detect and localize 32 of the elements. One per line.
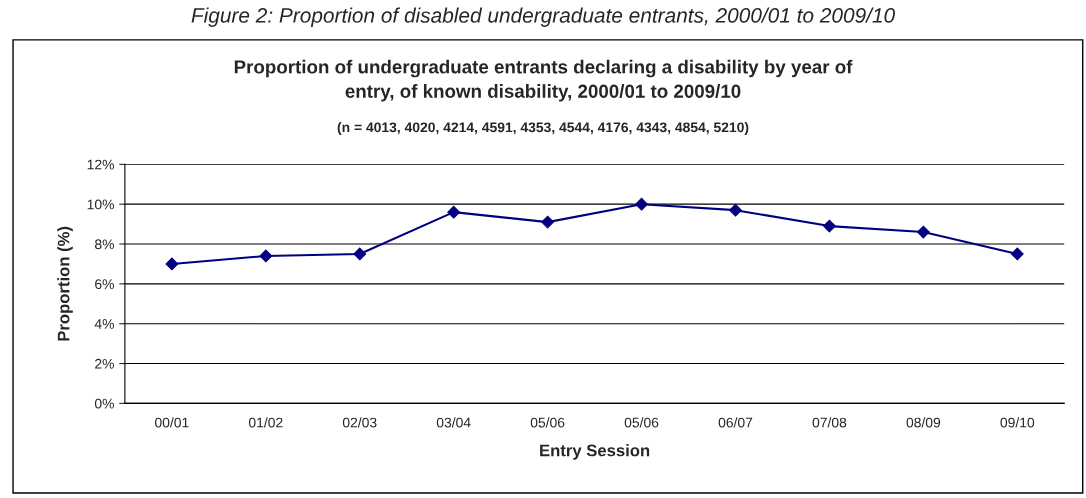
- point: [259, 249, 273, 263]
- point: [635, 197, 648, 211]
- x-tick-label: 08/09: [906, 417, 941, 428]
- point: [165, 257, 179, 271]
- point: [541, 215, 555, 229]
- y-tick-label: 10%: [87, 199, 114, 210]
- x-tick-label: 00/01: [155, 417, 189, 428]
- caption: Figure 2: Proportion of disabled undergraduate entrants, 2000/01 to 2009/10: [191, 7, 895, 27]
- y-axis-title: Proportion (%): [57, 226, 73, 341]
- point: [1010, 247, 1024, 261]
- x-tick-label: 03/04: [436, 417, 471, 428]
- point: [916, 225, 930, 239]
- x-tick-label: 05/06: [624, 417, 659, 428]
- x-axis-title: Entry Session: [540, 444, 650, 460]
- x-tick-label: 07/08: [812, 417, 847, 428]
- point: [447, 205, 461, 219]
- x-tick-label: 02/03: [342, 417, 377, 428]
- chart-subtitle: (n = 4013, 4020, 4214, 4591, 4353, 4544, 4176, 4343, 4854, 5210): [337, 122, 749, 135]
- x-tick-label: 05/06: [530, 417, 565, 428]
- x-tick-label: 06/07: [718, 417, 753, 428]
- point: [823, 219, 836, 233]
- y-tick-label: 0%: [94, 398, 114, 409]
- x-tick-label: 09/10: [1000, 417, 1035, 428]
- y-tick-label: 12%: [87, 159, 114, 170]
- y-tick-label: 6%: [95, 279, 114, 290]
- point: [353, 247, 367, 261]
- y-tick-label: 4%: [94, 319, 114, 329]
- x-tick-label: 01/02: [248, 417, 283, 428]
- chart-title: Proportion of undergraduate entrants declaring a disability by year of entry, of known disability, 2000/01 to 2009/10: [234, 59, 853, 102]
- point: [729, 203, 742, 217]
- y-tick-label: 8%: [95, 239, 114, 250]
- y-tick-label: 2%: [95, 358, 114, 369]
